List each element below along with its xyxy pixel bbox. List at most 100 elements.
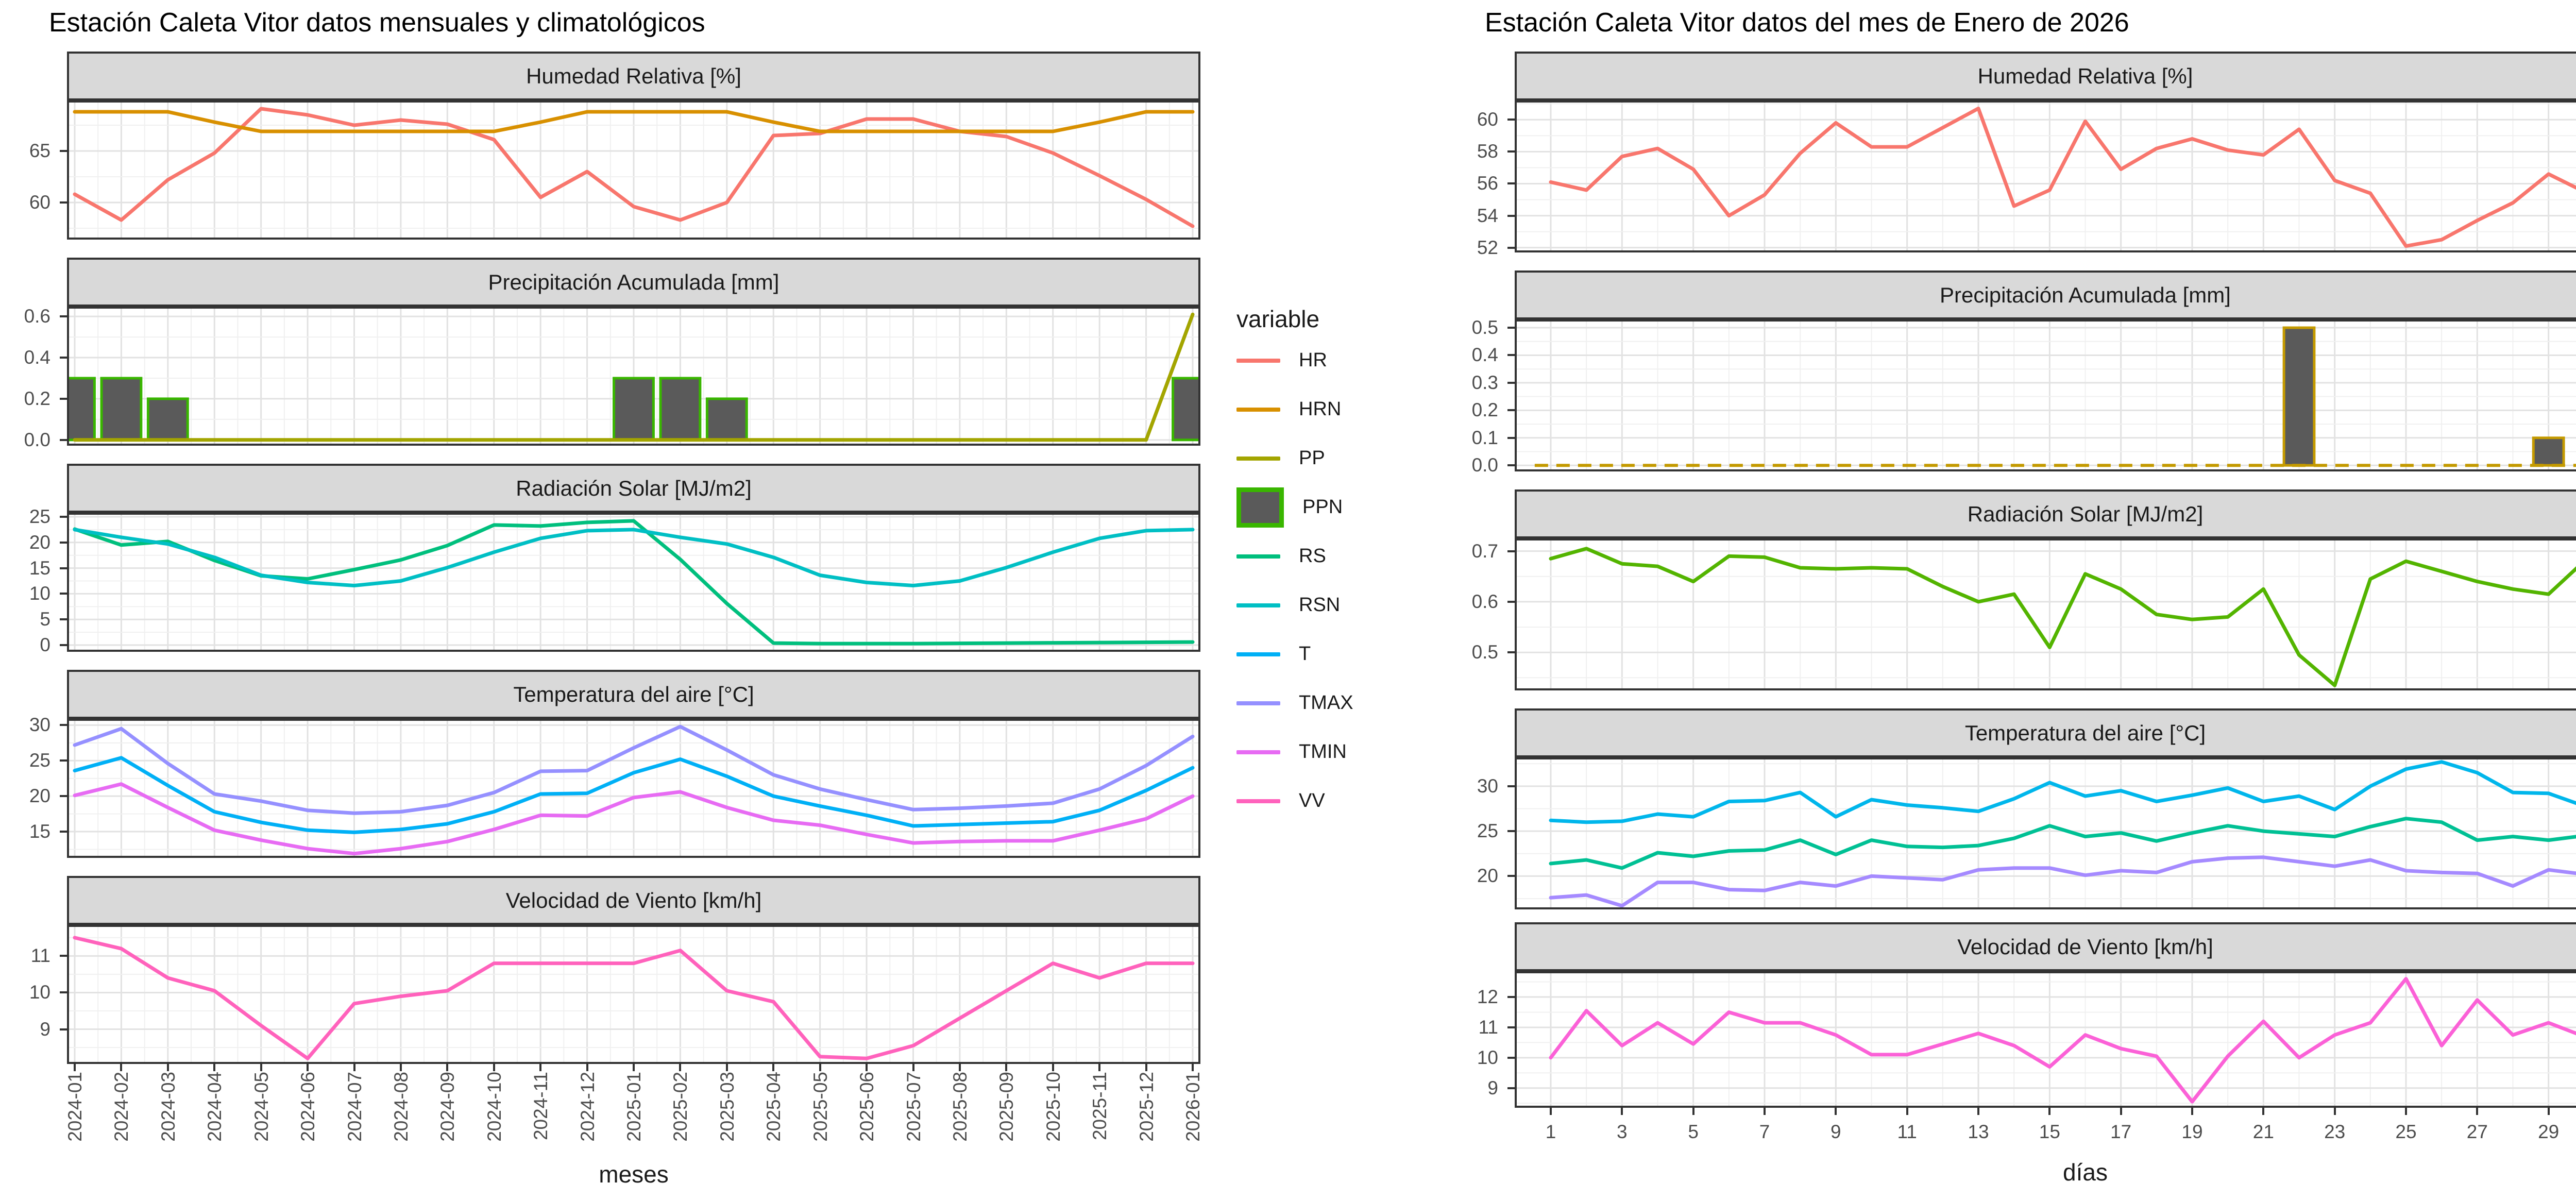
x-tick-mark (1192, 1064, 1194, 1071)
bar-PPN (613, 377, 655, 442)
grid (67, 100, 1200, 240)
panel-plot (1515, 100, 2576, 252)
y-tick-label: 0.4 (24, 347, 50, 368)
series-RSN (73, 528, 1195, 587)
bar-PP (2532, 436, 2565, 467)
panel-plot (1515, 319, 2576, 471)
legend-entry-TMAX: TMAX (1236, 679, 1353, 728)
panel-strip-title: Precipitación Acumulada [mm] (488, 269, 779, 294)
x-tick-mark (1692, 1108, 1694, 1115)
x-tick-label: 29 (2538, 1121, 2560, 1142)
y-tick-label: 10 (29, 982, 50, 1003)
panel-strip-title: Velocidad de Viento [km/h] (505, 888, 762, 912)
x-tick-mark (679, 1064, 682, 1071)
panel-strip-title: Temperatura del aire [°C] (1964, 720, 2206, 745)
y-tick-label: 0.7 (1471, 540, 1498, 562)
legend-key-VV (1236, 799, 1280, 803)
panel-strip: Precipitación Acumulada [mm] (1515, 271, 2576, 319)
x-tick-mark (586, 1064, 588, 1071)
panel-strip-title: Velocidad de Viento [km/h] (1957, 934, 2213, 959)
bars-PPN (54, 377, 1214, 442)
y-tick-mark (1507, 327, 1515, 329)
x-tick-label: 2025-07 (903, 1072, 924, 1142)
series-TMIN (1549, 855, 2576, 908)
x-tick-mark (307, 1064, 309, 1071)
y-tick-mark (1507, 381, 1515, 384)
y-tick-label: 65 (29, 140, 50, 161)
legend-label-T: T (1299, 643, 1311, 665)
series-HR (1549, 107, 2576, 248)
y-tick-mark (60, 831, 67, 833)
panel-plot-svg (67, 513, 1200, 652)
panel-strip: Velocidad de Viento [km/h] (67, 876, 1200, 925)
grid (1515, 757, 2576, 909)
x-tick-label: 2024-09 (437, 1072, 459, 1142)
legend-key-HRN (1236, 407, 1280, 412)
panel-plot-svg (67, 925, 1200, 1064)
series-HR (73, 107, 1195, 228)
x-tick-mark (2405, 1108, 2407, 1115)
panel-border (67, 100, 1200, 240)
x-tick-label: 2024-01 (64, 1072, 86, 1142)
x-tick-mark (819, 1064, 821, 1071)
legend-key-PPN (1236, 487, 1284, 528)
legend-label-TMAX: TMAX (1299, 692, 1353, 714)
x-tick-label: 2024-12 (577, 1072, 598, 1142)
x-tick-mark (2120, 1108, 2122, 1115)
x-tick-label: 13 (1968, 1121, 1989, 1142)
x-tick-mark (446, 1064, 449, 1071)
x-tick-label: 5 (1688, 1121, 1699, 1142)
y-tick-mark (60, 1028, 67, 1030)
x-tick-mark (2333, 1108, 2336, 1115)
y-tick-mark (60, 201, 67, 204)
panel-strip-title: Humedad Relativa [%] (526, 63, 741, 88)
legend-label-VV: VV (1299, 790, 1325, 812)
x-tick-mark (399, 1064, 402, 1071)
y-tick-label: 0.4 (1471, 344, 1498, 366)
y-tick-label: 0 (40, 634, 50, 656)
grid (1515, 538, 2576, 690)
legend-entry-PP: PP (1236, 434, 1325, 483)
x-tick-label: 11 (1897, 1121, 1917, 1142)
y-tick-label: 15 (29, 821, 50, 842)
panel-plot-svg (54, 307, 1214, 446)
legend-key-HR (1236, 358, 1280, 363)
y-tick-label: 20 (29, 531, 50, 553)
x-tick-label: 19 (2181, 1121, 2203, 1142)
y-tick-mark (60, 618, 67, 621)
legend-entry-TMIN: TMIN (1236, 728, 1347, 776)
y-tick-mark (60, 150, 67, 152)
bar-PPN (1172, 377, 1214, 442)
y-tick-label: 12 (1477, 986, 1498, 1008)
y-tick-label: 0.3 (1471, 371, 1498, 393)
x-tick-mark (539, 1064, 542, 1071)
grid (67, 719, 1200, 858)
y-tick-mark (60, 724, 67, 726)
legend-entry-HRN: HRN (1236, 385, 1341, 434)
x-tick-mark (958, 1064, 961, 1071)
legend-entry-PPN: PPN (1236, 483, 1343, 532)
x-tick-label: 9 (1831, 1121, 1841, 1142)
x-tick-label: 2025-05 (809, 1072, 831, 1142)
legend-label-RSN: RSN (1299, 594, 1341, 616)
x-tick-mark (1764, 1108, 1766, 1115)
x-tick-mark (1835, 1108, 1837, 1115)
x-tick-label: 2024-06 (297, 1072, 319, 1142)
x-tick-label: 2024-03 (157, 1072, 179, 1142)
x-tick-label: 25 (2395, 1121, 2417, 1142)
y-tick-mark (1507, 785, 1515, 787)
y-tick-label: 5 (40, 609, 50, 630)
x-tick-label: 2024-07 (344, 1072, 365, 1142)
chart-title-daily: Estación Caleta Vitor datos del mes de E… (1485, 8, 2129, 38)
y-tick-mark (1507, 651, 1515, 654)
x-tick-mark (866, 1064, 868, 1071)
panel-plot (1515, 757, 2576, 909)
x-tick-label: 2025-01 (623, 1072, 645, 1142)
y-tick-label: 25 (29, 750, 50, 771)
legend-key-PP (1236, 456, 1280, 461)
panel-border (67, 513, 1200, 652)
y-tick-mark (1507, 409, 1515, 412)
y-tick-mark (1507, 600, 1515, 603)
y-tick-mark (1507, 246, 1515, 249)
